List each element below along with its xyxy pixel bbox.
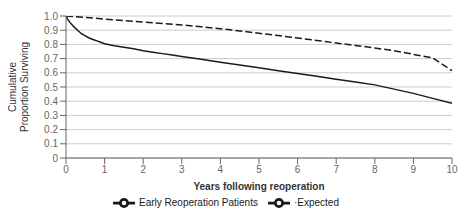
svg-text:0.8: 0.8 [44,39,58,50]
svg-text:0.5: 0.5 [44,82,58,93]
svg-text:1.0: 1.0 [44,11,58,22]
svg-text:0.2: 0.2 [44,124,58,135]
svg-text:0.9: 0.9 [44,25,58,36]
svg-text:5: 5 [256,164,262,175]
svg-text:6: 6 [295,164,301,175]
svg-text:7: 7 [333,164,339,175]
svg-text:0.6: 0.6 [44,67,58,78]
svg-text:0.7: 0.7 [44,53,58,64]
svg-text:4: 4 [218,164,224,175]
svg-text:8: 8 [372,164,378,175]
svg-text:2: 2 [140,164,146,175]
svg-text:9: 9 [411,164,417,175]
svg-text:Years following reoperation: Years following reoperation [193,181,324,192]
svg-text:0.3: 0.3 [44,110,58,121]
svg-text:0.4: 0.4 [44,96,58,107]
svg-text:0: 0 [63,164,69,175]
svg-text:10: 10 [446,164,458,175]
svg-text:CumulativeProportion Surviving: CumulativeProportion Surviving [8,42,30,132]
svg-text:1: 1 [102,164,108,175]
svg-text:0: 0 [52,153,58,164]
html-text:·Expected: ·Expected [294,196,339,208]
svg-text:3: 3 [179,164,185,175]
html-text:Early Reoperation Patients: Early Reoperation Patients [139,196,258,208]
svg-text:0.1: 0.1 [44,138,58,149]
